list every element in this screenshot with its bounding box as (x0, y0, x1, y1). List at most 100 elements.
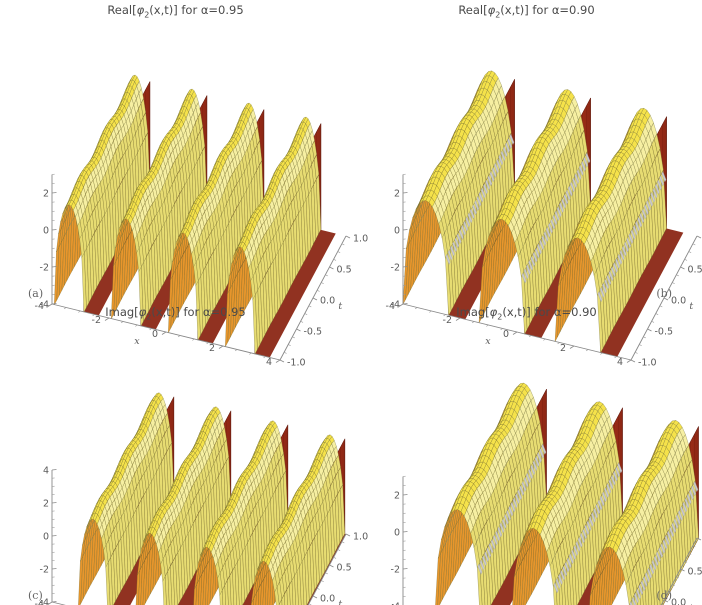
t-axis-tick (680, 266, 685, 270)
grey-crest-cap (526, 264, 531, 276)
grey-crest-cap (502, 146, 508, 158)
panel-d-title-part: Imag[ (456, 305, 490, 319)
t-axis-tick (329, 564, 334, 568)
t-axis-tick-label: 0.0 (320, 594, 335, 605)
grey-crest-cap (450, 245, 455, 257)
grey-crest-cap (485, 179, 491, 191)
t-axis-tick (345, 533, 351, 537)
ridge (225, 116, 336, 358)
z-axis-tick (402, 266, 408, 268)
t-axis-tick-label: -1.0 (287, 358, 306, 369)
x-axis-minor-tick (471, 321, 475, 324)
x-axis-tick-label: 0 (503, 329, 509, 340)
t-axis-minor-tick (688, 251, 692, 253)
surface-patch (654, 133, 661, 154)
z-axis-tick-label: -2 (40, 565, 49, 576)
x-axis-tick (275, 359, 281, 363)
t-axis-minor-tick (300, 320, 304, 323)
z-axis-tick (51, 266, 57, 268)
grey-crest-cap (659, 175, 665, 187)
grey-crest-cap (613, 262, 618, 274)
x-axis-tick (626, 359, 632, 363)
t-axis-tick-label: 1.0 (353, 234, 368, 245)
grey-crest-cap (537, 243, 542, 255)
t-axis-tick (647, 328, 652, 332)
grey-crest-cap (483, 183, 488, 195)
t-axis-minor-tick (325, 274, 328, 277)
grey-crest-cap (578, 164, 584, 177)
a-surface (54, 74, 336, 358)
t-axis-tick (630, 359, 636, 363)
surface-patch (193, 94, 199, 108)
c-surface (78, 392, 346, 605)
t-axis-minor-tick (659, 305, 663, 308)
t-axis-minor-tick (676, 274, 679, 277)
t-axis-tick (279, 359, 285, 363)
x-axis-minor-tick (249, 352, 252, 355)
grey-crest-cap (500, 150, 506, 162)
x-axis-tick-label: 0 (152, 329, 158, 340)
grey-crest-cap (628, 233, 634, 245)
grey-crest-cap (523, 268, 529, 280)
surface-patch (316, 174, 322, 235)
grey-crest-cap (632, 224, 638, 237)
grey-crest-cap (657, 179, 662, 191)
grey-crest-cap (461, 224, 466, 236)
z-axis-tick (51, 469, 57, 471)
x-axis-tick (47, 303, 53, 307)
z-axis-tick-label: -4 (391, 300, 400, 311)
t-axis-tick-label: 0.5 (337, 563, 352, 574)
grey-crest-cap (635, 220, 640, 232)
x-axis-tick-label: -2 (92, 315, 101, 326)
z-axis-tick-label: 0 (43, 226, 49, 237)
grey-crest-cap (597, 290, 603, 303)
surface-patch (574, 104, 582, 121)
ridge (554, 107, 684, 357)
x-axis-minor-tick (177, 335, 181, 338)
grey-crest-cap (661, 171, 667, 183)
x-axis-tick (398, 303, 404, 307)
valley-floor (254, 229, 336, 358)
t-axis-tick (663, 297, 669, 301)
x-axis-minor-tick (192, 338, 195, 341)
x-axis-tick-label: 4 (617, 357, 623, 368)
z-axis-tick (51, 568, 57, 570)
x-axis-minor-tick (429, 310, 432, 313)
surface-patch (254, 126, 260, 146)
ridge (111, 88, 222, 330)
t-axis-tick (312, 297, 318, 301)
t-axis-minor-tick (692, 243, 696, 246)
z-axis-tick (51, 535, 57, 537)
grey-crest-cap (641, 208, 647, 220)
grey-crest-cap (445, 253, 451, 265)
grey-crest-cap (521, 272, 527, 284)
surface-patch (581, 129, 588, 157)
surface-patch (307, 122, 313, 136)
x-axis-minor-tick (585, 349, 589, 352)
z-axis-tick-label: -2 (391, 263, 400, 274)
t-axis-minor-tick (321, 282, 324, 284)
x-axis-minor-tick (206, 342, 209, 345)
x-axis-minor-tick (443, 314, 446, 317)
panel-c-title-mid: (x,t)] for (151, 305, 203, 319)
t-axis-tick-label: 0.0 (671, 296, 686, 307)
grey-crest-cap (494, 162, 499, 174)
panel-a-title-part: Real[ (107, 3, 137, 17)
t-axis-label: t (689, 301, 693, 312)
grey-crest-cap (576, 168, 582, 181)
grey-crest-cap (476, 195, 482, 207)
x-axis-tick-label: 2 (560, 343, 566, 354)
x-axis-minor-tick (120, 321, 124, 324)
t-axis-tick (312, 595, 318, 599)
grey-crest-cap (646, 200, 651, 212)
grey-crest-cap (554, 210, 560, 222)
t-axis-minor-tick (651, 320, 655, 323)
t-axis-minor-tick (304, 313, 308, 315)
surface-patch (142, 112, 148, 138)
x-axis-minor-tick (500, 328, 503, 331)
grey-crest-cap (474, 199, 480, 212)
t-axis-minor-tick (316, 587, 320, 590)
grey-crest-cap (643, 204, 649, 216)
t-axis-tick (345, 235, 351, 239)
